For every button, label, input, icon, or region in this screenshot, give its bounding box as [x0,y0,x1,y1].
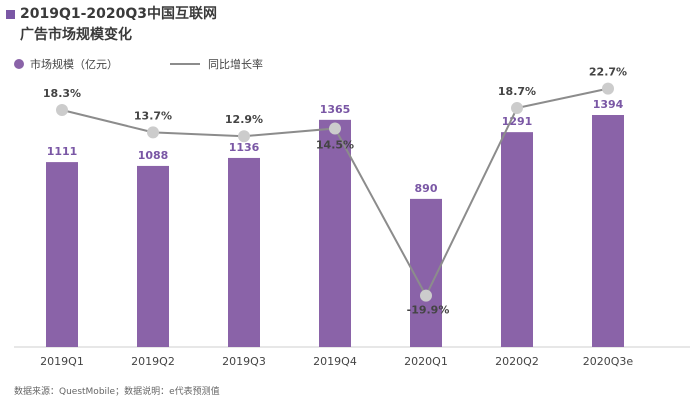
x-tick-label-2020Q3e: 2020Q3e [583,355,634,368]
chart-title: 2019Q1-2020Q3中国互联网 广告市场规模变化 [20,4,217,46]
x-tick-label-2019Q1: 2019Q1 [40,355,84,368]
bar-value-label-2019Q1: 1111 [47,145,78,158]
bar-2019Q2 [137,165,169,347]
growth-label-2020Q1: -19.9% [407,304,450,317]
legend-line-label: 同比增长率 [208,58,263,71]
footer-source: 数据来源：QuestMobile；数据说明：e代表预测值 [14,387,220,397]
bar-value-label-2019Q4: 1365 [320,103,351,116]
bar-2020Q3e [592,115,624,347]
bar-value-label-2020Q1: 890 [415,182,438,195]
growth-point-2019Q4 [329,122,341,135]
bar-2019Q4 [319,119,351,347]
x-tick-label-2020Q1: 2020Q1 [404,355,448,368]
legend-line-swatch [170,63,200,65]
bar-value-label-2020Q3e: 1394 [593,98,624,111]
x-tick-label-2019Q4: 2019Q4 [313,355,357,368]
bar-value-label-2020Q2: 1291 [502,115,533,128]
chart-title-line-1: 2019Q1-2020Q3中国互联网 [20,6,218,22]
x-tick-label-2020Q2: 2020Q2 [495,355,539,368]
growth-label-2019Q3: 12.9% [225,113,263,126]
legend-bar-label: 市场规模（亿元） [30,58,118,71]
growth-label-2020Q2: 18.7% [498,85,536,98]
chart-title-line-2: 广告市场规模变化 [20,27,132,43]
growth-label-2019Q4: 14.5% [316,138,354,151]
bar-2020Q2 [501,132,533,347]
bar-2019Q1 [46,162,78,347]
growth-point-2019Q2 [147,126,159,139]
title-bullet [6,10,15,19]
growth-label-2020Q3e: 22.7% [589,66,627,79]
growth-point-2019Q3 [238,130,250,143]
growth-point-2020Q1 [420,289,432,302]
growth-point-2020Q2 [511,102,523,115]
bar-2019Q3 [228,157,260,347]
bar-value-label-2019Q2: 1088 [138,149,169,162]
x-tick-label-2019Q3: 2019Q3 [222,355,266,368]
legend-bar-swatch [14,59,24,69]
growth-label-2019Q2: 13.7% [134,109,172,122]
growth-point-2019Q1 [56,104,68,116]
legend: 市场规模（亿元） 同比增长率 [14,56,263,72]
growth-point-2020Q3e [602,82,614,95]
x-tick-label-2019Q2: 2019Q2 [131,355,175,368]
growth-label-2019Q1: 18.3% [43,87,81,100]
bar-value-label-2019Q3: 1136 [229,141,260,154]
